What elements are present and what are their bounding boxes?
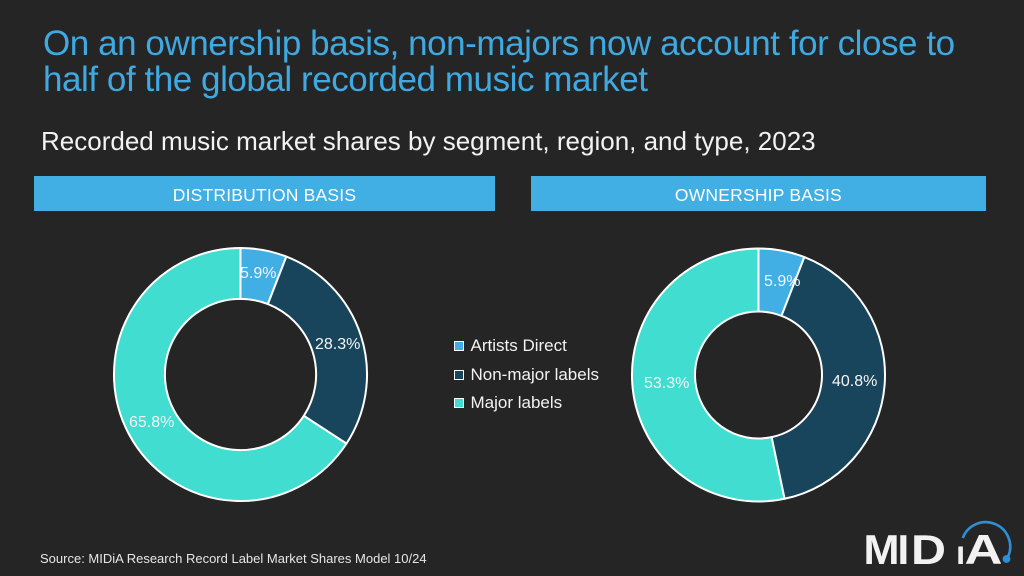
svg-text:ı: ı <box>956 534 965 571</box>
svg-text:A: A <box>965 526 1003 573</box>
svg-text:D: D <box>911 526 946 573</box>
svg-text:M: M <box>864 526 900 573</box>
svg-text:I: I <box>898 526 910 573</box>
